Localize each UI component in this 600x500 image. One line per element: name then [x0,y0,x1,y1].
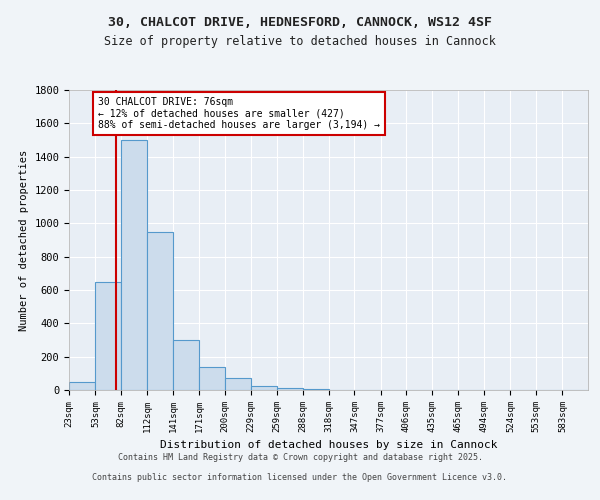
Bar [121,140,148,390]
Bar [173,340,199,390]
Bar [199,366,225,390]
Bar [69,382,95,390]
Text: Size of property relative to detached houses in Cannock: Size of property relative to detached ho… [104,34,496,48]
Y-axis label: Number of detached properties: Number of detached properties [19,150,29,330]
Bar [277,388,302,390]
Bar [251,386,277,390]
Text: Contains HM Land Registry data © Crown copyright and database right 2025.: Contains HM Land Registry data © Crown c… [118,453,482,462]
Bar [95,282,121,390]
Text: Contains public sector information licensed under the Open Government Licence v3: Contains public sector information licen… [92,473,508,482]
X-axis label: Distribution of detached houses by size in Cannock: Distribution of detached houses by size … [160,440,497,450]
Text: 30 CHALCOT DRIVE: 76sqm
← 12% of detached houses are smaller (427)
88% of semi-d: 30 CHALCOT DRIVE: 76sqm ← 12% of detache… [98,96,380,130]
Text: 30, CHALCOT DRIVE, HEDNESFORD, CANNOCK, WS12 4SF: 30, CHALCOT DRIVE, HEDNESFORD, CANNOCK, … [108,16,492,29]
Bar [225,378,251,390]
Bar [148,232,173,390]
